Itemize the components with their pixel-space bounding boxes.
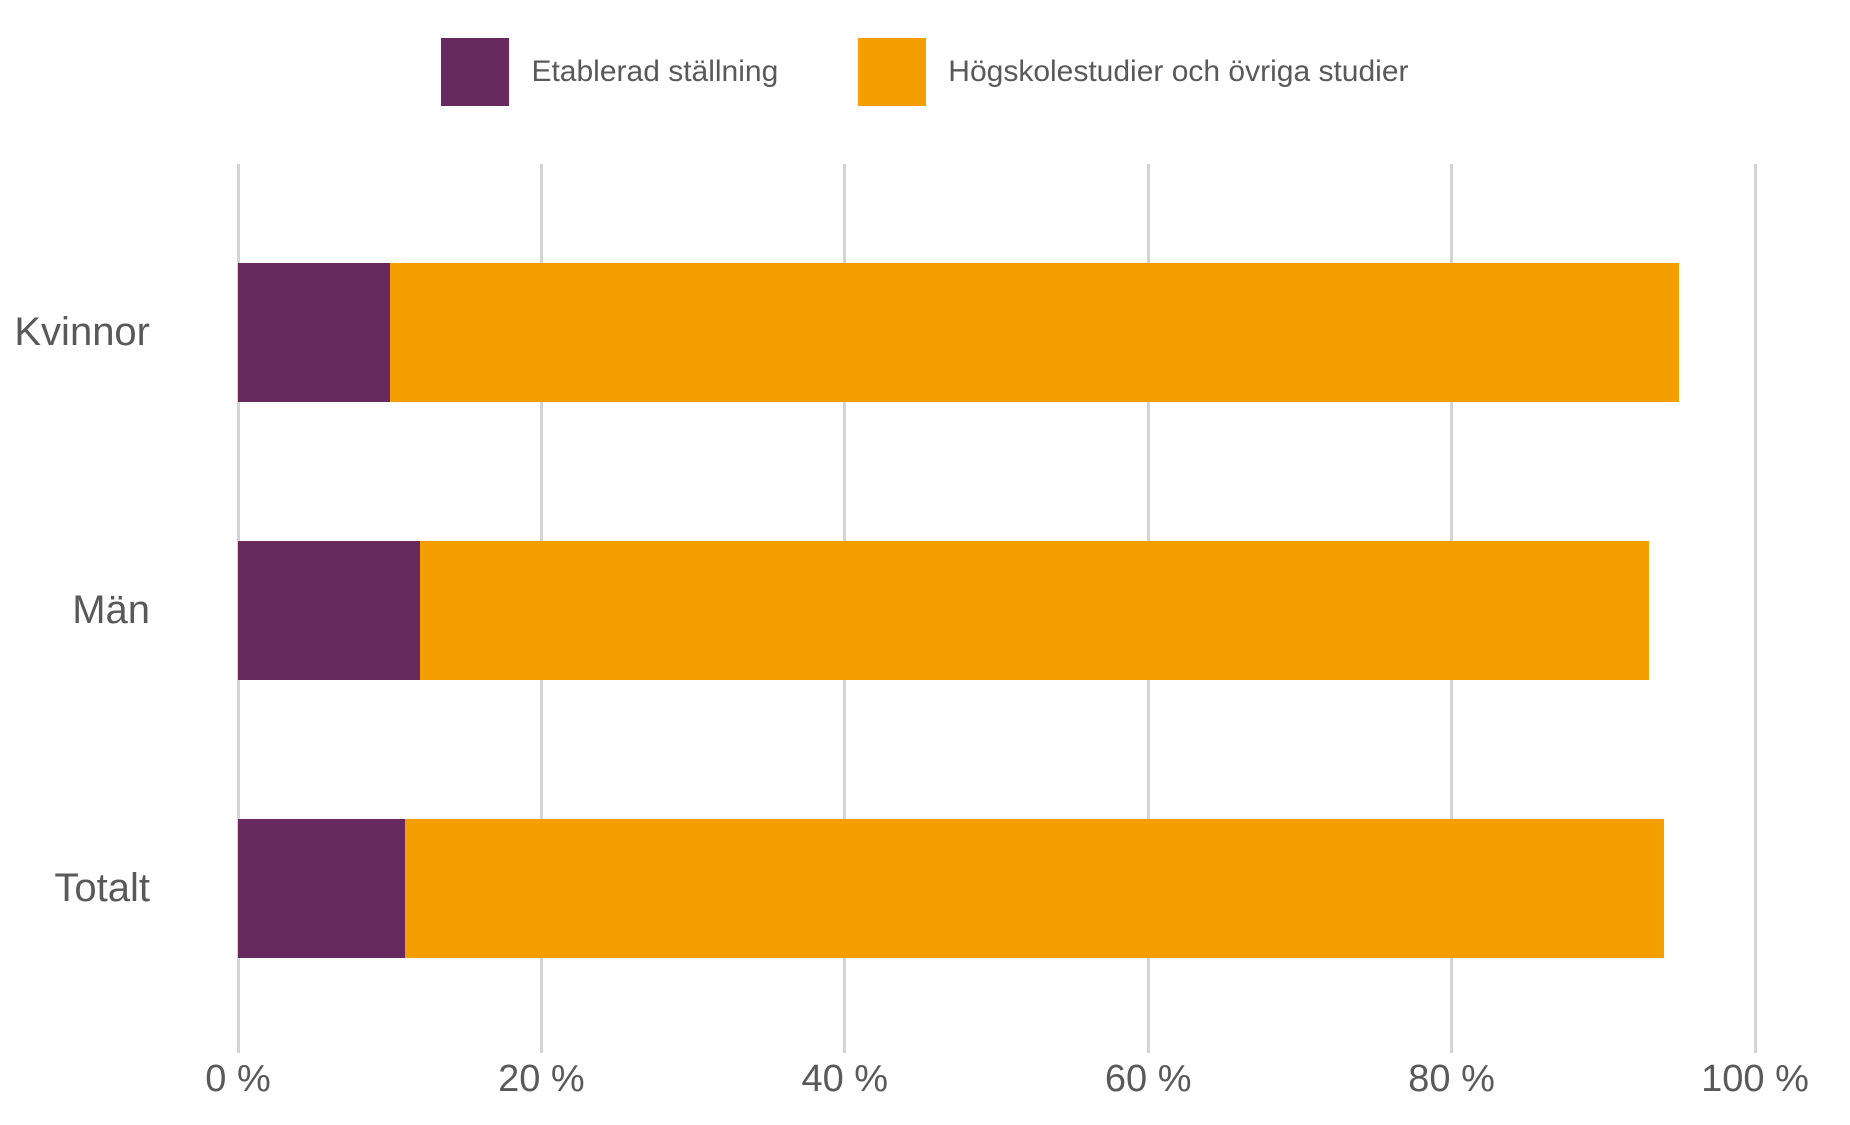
x-tick-label-60: 60 % (1104, 1058, 1192, 1100)
bar-segment-etablerad-stallning-totalt (238, 819, 405, 958)
bar-segment-hogskolestudier-och-ovriga-studier-man (420, 541, 1649, 680)
legend-label-etablerad-stallning: Etablerad ställning (531, 55, 779, 88)
legend: Etablerad ställning Högskolestudier och … (0, 38, 1850, 106)
legend-swatch-etablerad-stallning (441, 38, 510, 106)
category-label-kvinnor: Kvinnor (14, 310, 150, 354)
x-tick-label-100: 100 % (1701, 1058, 1809, 1100)
bar-segment-hogskolestudier-och-ovriga-studier-totalt (404, 819, 1664, 958)
gridline-100 (1753, 164, 1757, 1053)
category-label-totalt: Totalt (54, 866, 150, 910)
x-tick-label-20: 20 % (498, 1058, 585, 1100)
x-tick-label-80: 80 % (1408, 1058, 1495, 1100)
bar-segment-etablerad-stallning-kvinnor (238, 263, 390, 402)
bar-segment-etablerad-stallning-man (238, 541, 421, 680)
category-label-man: Män (72, 588, 150, 632)
x-tick-label-40: 40 % (801, 1058, 889, 1100)
x-tick-label-0: 0 % (205, 1058, 271, 1100)
legend-swatch-hogskolestudier (858, 38, 927, 106)
legend-item-etablerad-stallning: Etablerad ställning (441, 38, 778, 106)
legend-label-hogskolestudier: Högskolestudier och övriga studier (948, 55, 1409, 88)
bar-segment-hogskolestudier-och-ovriga-studier-kvinnor (389, 263, 1680, 402)
legend-item-hogskolestudier: Högskolestudier och övriga studier (858, 38, 1409, 106)
